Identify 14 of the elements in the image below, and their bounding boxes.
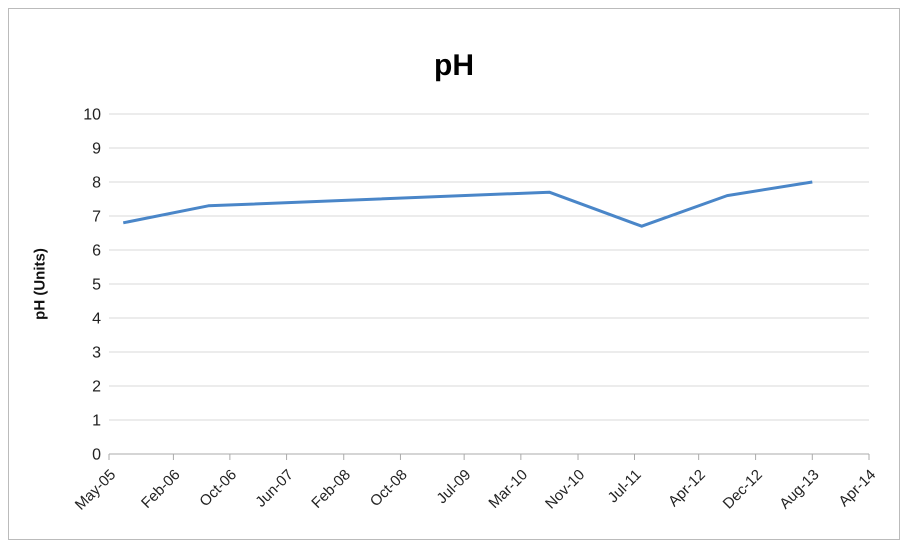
y-tick-label: 5: [92, 276, 102, 294]
y-tick-label: 8: [92, 174, 102, 192]
y-tick-label: 6: [92, 242, 102, 260]
y-tick-label: 4: [92, 310, 102, 328]
y-axis-title: pH (Units): [31, 248, 48, 320]
y-tick-label: 3: [92, 344, 102, 362]
y-tick-label: 9: [92, 140, 102, 158]
y-tick-label: 7: [92, 208, 102, 226]
y-tick-label: 0: [92, 446, 102, 464]
chart-title: pH: [433, 49, 475, 84]
y-tick-label: 2: [92, 378, 102, 396]
y-tick-label: 10: [83, 106, 102, 124]
line-series: [122, 180, 814, 228]
y-tick-label: 1: [92, 412, 102, 430]
